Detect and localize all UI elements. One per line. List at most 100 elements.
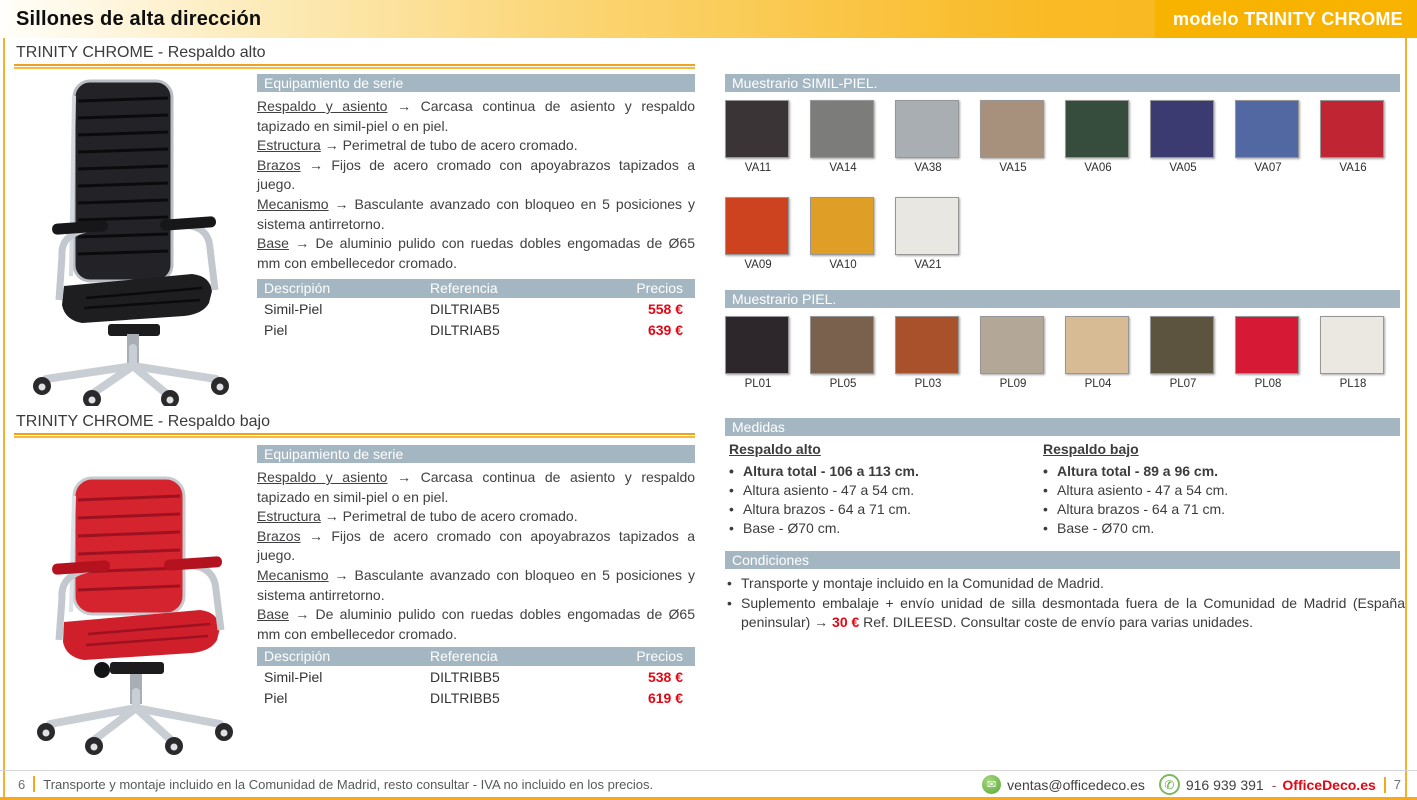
equip-features-bajo: Respaldo y asiento → Carcasa continua de…	[257, 468, 695, 644]
simil-piel-header: Muestrario SIMIL-PIEL.	[725, 74, 1400, 92]
cell-price: 639 €	[647, 322, 683, 338]
swatch-VA06	[1065, 100, 1129, 158]
swatch-label: VA11	[744, 162, 772, 174]
cell-desc: Piel	[264, 322, 288, 338]
email-link[interactable]: ventas@officedeco.es	[1007, 776, 1145, 793]
footer-right: ✉ ventas@officedeco.es ✆ 916 939 391 - O…	[982, 774, 1401, 795]
swatch-label: PL18	[1339, 378, 1367, 390]
feature-line: Brazos → Fijos de acero cromado con apoy…	[257, 527, 695, 566]
swatch-label: PL08	[1254, 378, 1282, 390]
page-number-right: 7	[1393, 777, 1401, 792]
page-title: Sillones de alta dirección	[16, 8, 262, 30]
col-descripcion: Descripión	[264, 648, 331, 664]
feature-line: Estructura → Perimetral de tubo de acero…	[257, 136, 695, 156]
col-descripcion: Descripión	[264, 280, 331, 296]
section-title-respaldo-bajo: TRINITY CHROME - Respaldo bajo	[16, 413, 270, 430]
feature-lead: Mecanismo	[257, 195, 329, 212]
swatch-PL04	[1065, 316, 1129, 374]
feature-line: Base → De aluminio pulido con ruedas dob…	[257, 605, 695, 644]
table-row: Piel DILTRIAB5 639 €	[257, 320, 695, 340]
right-accent-line	[1405, 38, 1407, 797]
swatch-PL07	[1150, 316, 1214, 374]
feature-lead: Brazos	[257, 527, 301, 544]
swatch-PL05	[810, 316, 874, 374]
medidas-col-title: Respaldo bajo	[1043, 441, 1139, 457]
left-accent-line	[3, 38, 5, 797]
header-bar: Sillones de alta dirección modelo TRINIT…	[0, 0, 1417, 38]
cell-desc: Simil-Piel	[264, 669, 323, 685]
medida-item: Altura total - 106 a 113 cm.	[729, 462, 1029, 481]
swatch-label: VA14	[829, 162, 857, 174]
feature-body: → Basculante avanzado con bloqueo en 5 p…	[257, 566, 696, 603]
feature-lead: Respaldo y asiento	[257, 98, 388, 114]
condicion-text: Ref. DILEESD. Consultar coste de envío p…	[859, 614, 1254, 631]
bottom-accent-line	[0, 797, 1417, 800]
feature-line: Mecanismo → Basculante avanzado con bloq…	[257, 566, 695, 605]
feature-body: → Fijos de acero cromado con apoyabrazos…	[257, 527, 695, 564]
swatch-PL08	[1235, 316, 1299, 374]
table-row: Piel DILTRIBB5 619 €	[257, 688, 695, 708]
medida-item: Altura brazos - 64 a 71 cm.	[729, 500, 1029, 519]
medida-item: Base - Ø70 cm.	[1043, 519, 1343, 538]
swatch-label: VA15	[999, 162, 1027, 174]
cell-price: 538 €	[647, 669, 683, 685]
feature-body: → De aluminio pulido con ruedas dobles e…	[257, 235, 696, 271]
phone-number[interactable]: 916 939 391	[1185, 776, 1264, 793]
swatch-label: VA09	[744, 259, 772, 271]
equip-header-bajo: Equipamiento de serie	[257, 445, 695, 463]
medida-item: Altura asiento - 47 a 54 cm.	[729, 481, 1029, 500]
medida-item: Altura brazos - 64 a 71 cm.	[1043, 500, 1343, 519]
feature-body: → Basculante avanzado con bloqueo en 5 p…	[257, 195, 696, 232]
swatch-label: PL07	[1169, 378, 1197, 390]
feature-line: Brazos → Fijos de acero cromado con apoy…	[257, 156, 695, 195]
footer-dash: -	[1271, 776, 1277, 793]
email-icon: ✉	[982, 775, 1002, 794]
swatch-label: VA06	[1084, 162, 1112, 174]
table-row: Simil-Piel DILTRIAB5 558 €	[257, 299, 695, 319]
chair-photo-low-back	[37, 476, 233, 755]
model-badge: modelo TRINITY CHROME	[1155, 0, 1417, 38]
swatch-PL18	[1320, 316, 1384, 374]
cell-price: 619 €	[647, 690, 683, 706]
swatch-VA10	[810, 197, 874, 255]
feature-lead: Mecanismo	[257, 566, 329, 583]
footer-separator	[33, 776, 36, 792]
col-referencia: Referencia	[430, 648, 498, 664]
feature-line: Respaldo y asiento → Carcasa continua de…	[257, 468, 695, 507]
cell-ref: DILTRIAB5	[430, 322, 500, 338]
swatch-label: PL04	[1084, 378, 1112, 390]
swatch-label: VA21	[914, 259, 942, 271]
swatch-VA11	[725, 100, 789, 158]
medida-item: Altura asiento - 47 a 54 cm.	[1043, 481, 1343, 500]
swatch-label: PL01	[744, 378, 772, 390]
table-row: Simil-Piel DILTRIBB5 538 €	[257, 667, 695, 687]
cell-ref: DILTRIBB5	[430, 669, 500, 685]
footer-divider	[0, 770, 1417, 771]
feature-lead: Brazos	[257, 156, 301, 173]
swatch-PL09	[980, 316, 1044, 374]
condicion-item: Transporte y montaje incluido en la Comu…	[727, 574, 1405, 594]
chair-photo-high-back	[33, 79, 229, 406]
swatch-label: VA38	[914, 162, 942, 174]
feature-lead: Estructura	[257, 137, 321, 154]
swatch-VA07	[1235, 100, 1299, 158]
medidas-respaldo-alto: Respaldo alto Altura total - 106 a 113 c…	[729, 441, 1029, 538]
medidas-col-title: Respaldo alto	[729, 441, 821, 457]
section-title-respaldo-alto: TRINITY CHROME - Respaldo alto	[16, 44, 266, 61]
brand-link[interactable]: OfficeDeco.es	[1282, 776, 1376, 793]
price-table-header: Descripión Referencia Precios	[257, 647, 695, 666]
medida-item: Altura total - 89 a 96 cm.	[1043, 462, 1343, 481]
feature-lead: Respaldo y asiento	[257, 469, 388, 485]
equip-features-alto: Respaldo y asiento → Carcasa continua de…	[257, 97, 695, 273]
swatch-PL01	[725, 316, 789, 374]
swatch-label: VA10	[829, 259, 857, 271]
swatch-VA16	[1320, 100, 1384, 158]
feature-body: → Perimetral de tubo de acero cromado.	[324, 508, 578, 525]
section-divider	[14, 433, 695, 438]
feature-body: → De aluminio pulido con ruedas dobles e…	[257, 606, 696, 642]
condiciones-header: Condiciones	[725, 551, 1400, 569]
feature-line: Respaldo y asiento → Carcasa continua de…	[257, 97, 695, 136]
swatch-VA05	[1150, 100, 1214, 158]
feature-lead: Base	[257, 235, 289, 252]
col-precios: Precios	[636, 648, 683, 664]
